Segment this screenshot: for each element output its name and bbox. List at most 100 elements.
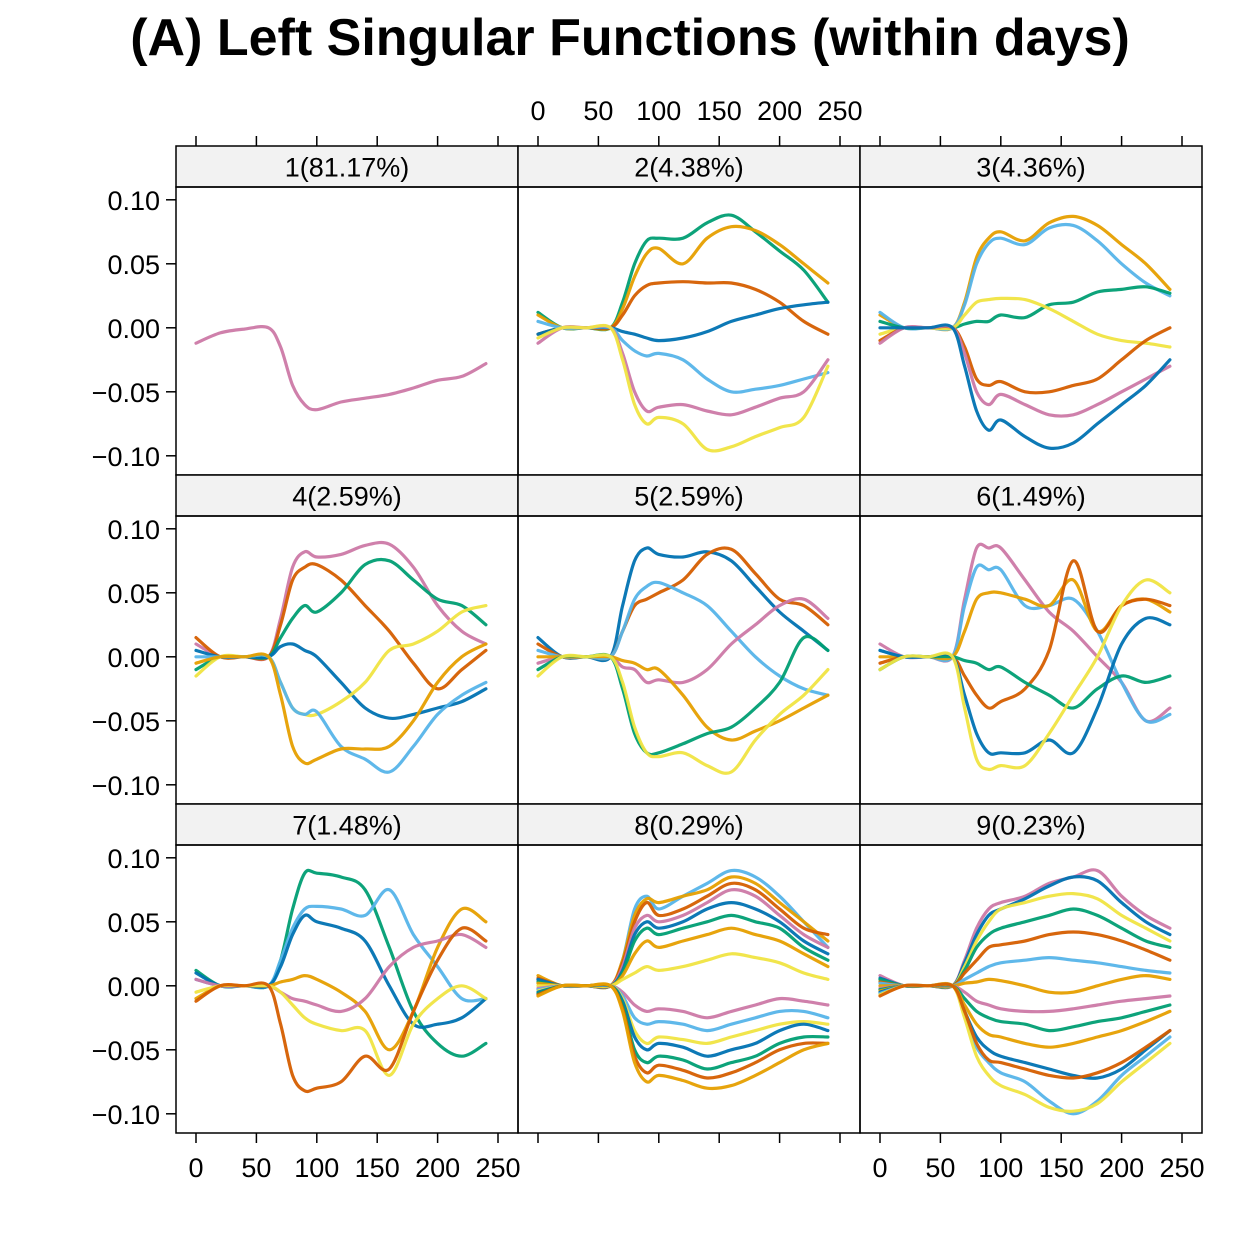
x-tick-label-top-5: 200 xyxy=(757,96,802,126)
panel-label-6: 6(1.49%) xyxy=(976,482,1086,512)
x-tick-label-bottom-c3-6: 250 xyxy=(1159,1153,1204,1183)
series-line-p6-3 xyxy=(878,578,1172,661)
series-line-p9-13 xyxy=(878,981,1172,1113)
x-tick-label-top-1: 0 xyxy=(530,96,545,126)
panel-series-group-8 xyxy=(536,868,830,1091)
y-tick-label-r1-5: −0.10 xyxy=(92,442,160,472)
series-line-p8-7 xyxy=(536,926,830,989)
x-tick-label-bottom-c3-2: 50 xyxy=(925,1153,955,1183)
x-tick-label-bottom-c1-5: 200 xyxy=(415,1153,460,1183)
y-tick-label-r1-4: −0.05 xyxy=(92,378,160,408)
x-tick-label-bottom-c3-3: 100 xyxy=(978,1153,1023,1183)
series-line-p8-15 xyxy=(536,982,830,1091)
x-tick-label-top-4: 150 xyxy=(697,96,742,126)
series-line-p6-2 xyxy=(878,563,1172,724)
panel-label-2: 2(4.38%) xyxy=(634,153,744,183)
panel-series-group-4 xyxy=(194,540,488,774)
series-line-p7-1 xyxy=(194,868,488,1058)
series-line-p9-11 xyxy=(878,982,1172,1080)
panel-strip-8 xyxy=(517,803,861,846)
panel-border-7 xyxy=(175,844,519,1134)
series-line-p4-5 xyxy=(194,604,488,718)
series-line-p5-3 xyxy=(536,580,830,697)
x-tick-label-bottom-c1-4: 150 xyxy=(355,1153,400,1183)
series-line-p2-1 xyxy=(536,213,830,332)
panel-border-8 xyxy=(517,844,861,1134)
series-line-p9-1 xyxy=(878,868,1172,990)
series-line-p8-8 xyxy=(536,952,830,988)
series-line-p9-8 xyxy=(878,983,1172,1014)
y-tick-label-r1-2: 0.05 xyxy=(107,250,160,280)
x-tick-label-top-3: 100 xyxy=(636,96,681,126)
series-line-p2-5 xyxy=(536,319,830,394)
panel-label-3: 3(4.36%) xyxy=(976,153,1086,183)
series-line-p8-4 xyxy=(536,887,830,989)
y-tick-label-r1-3: 0.00 xyxy=(107,314,160,344)
panel-border-5 xyxy=(517,515,861,805)
panel-label-8: 8(0.29%) xyxy=(634,811,744,841)
y-tick-label-r2-2: 0.05 xyxy=(107,579,160,609)
y-tick-label-r2-4: −0.05 xyxy=(92,707,160,737)
series-line-p9-4 xyxy=(878,907,1172,989)
series-line-p8-11 xyxy=(536,983,830,1046)
panel-strip-4 xyxy=(175,474,519,517)
panel-border-4 xyxy=(175,515,519,805)
series-line-p5-5 xyxy=(536,654,830,742)
series-line-p8-12 xyxy=(536,983,830,1058)
series-line-p2-2 xyxy=(536,224,830,331)
series-line-p4-3 xyxy=(194,557,488,672)
series-line-p1-1 xyxy=(194,325,488,412)
series-line-p7-7 xyxy=(194,926,488,1094)
panel-label-5: 5(2.59%) xyxy=(634,482,744,512)
panel-series-group-9 xyxy=(878,868,1172,1116)
series-line-p6-7 xyxy=(878,578,1172,772)
series-line-p6-5 xyxy=(878,654,1172,710)
x-tick-label-bottom-c1-6: 250 xyxy=(475,1153,520,1183)
series-line-p6-6 xyxy=(878,616,1172,756)
series-line-p8-9 xyxy=(536,983,830,1020)
panel-series-group-3 xyxy=(878,214,1172,450)
panel-strip-5 xyxy=(517,474,861,517)
series-line-p5-7 xyxy=(536,653,830,775)
y-tick-label-r3-2: 0.05 xyxy=(107,908,160,938)
panel-border-9 xyxy=(859,844,1203,1134)
series-line-p9-6 xyxy=(878,956,1172,988)
x-tick-label-top-2: 50 xyxy=(583,96,613,126)
panel-strip-1 xyxy=(175,145,519,188)
series-line-p4-7 xyxy=(194,642,488,766)
panel-label-7: 7(1.48%) xyxy=(292,811,402,841)
panel-strip-2 xyxy=(517,145,861,188)
x-tick-label-bottom-c3-1: 0 xyxy=(872,1153,887,1183)
x-tick-label-bottom-c1-2: 50 xyxy=(241,1153,271,1183)
panel-label-9: 9(0.23%) xyxy=(976,811,1086,841)
x-tick-label-bottom-c1-3: 100 xyxy=(294,1153,339,1183)
x-tick-label-bottom-c1-1: 0 xyxy=(188,1153,203,1183)
chart-title: (A) Left Singular Functions (within days… xyxy=(130,9,1130,67)
series-line-p9-9 xyxy=(878,983,1172,1033)
series-line-p3-5 xyxy=(878,324,1172,395)
panel-series-group-2 xyxy=(536,213,830,453)
x-tick-label-bottom-c3-4: 150 xyxy=(1039,1153,1084,1183)
series-line-p4-6 xyxy=(194,653,488,774)
y-tick-label-r3-4: −0.05 xyxy=(92,1036,160,1066)
panel-strip-3 xyxy=(859,145,1203,188)
panel-label-1: 1(81.17%) xyxy=(285,153,410,183)
panel-label-4: 4(2.59%) xyxy=(292,482,402,512)
series-line-p7-6 xyxy=(194,983,488,1077)
series-line-p3-1 xyxy=(878,214,1172,332)
y-tick-label-r1-1: 0.10 xyxy=(107,186,160,216)
x-tick-label-bottom-c3-5: 200 xyxy=(1099,1153,1144,1183)
y-tick-label-r2-5: −0.10 xyxy=(92,771,160,801)
panel-border-3 xyxy=(859,186,1203,476)
series-line-p2-4 xyxy=(536,300,830,343)
panel-series-group-7 xyxy=(194,868,488,1094)
y-tick-label-r3-1: 0.10 xyxy=(107,844,160,874)
y-tick-label-r2-3: 0.00 xyxy=(107,643,160,673)
series-line-p9-14 xyxy=(878,982,1172,1080)
panel-strip-9 xyxy=(859,803,1203,846)
panel-series-group-5 xyxy=(536,546,830,775)
y-tick-label-r2-1: 0.10 xyxy=(107,515,160,545)
series-line-p3-4 xyxy=(878,296,1172,349)
panel-series-group-1 xyxy=(194,325,488,412)
